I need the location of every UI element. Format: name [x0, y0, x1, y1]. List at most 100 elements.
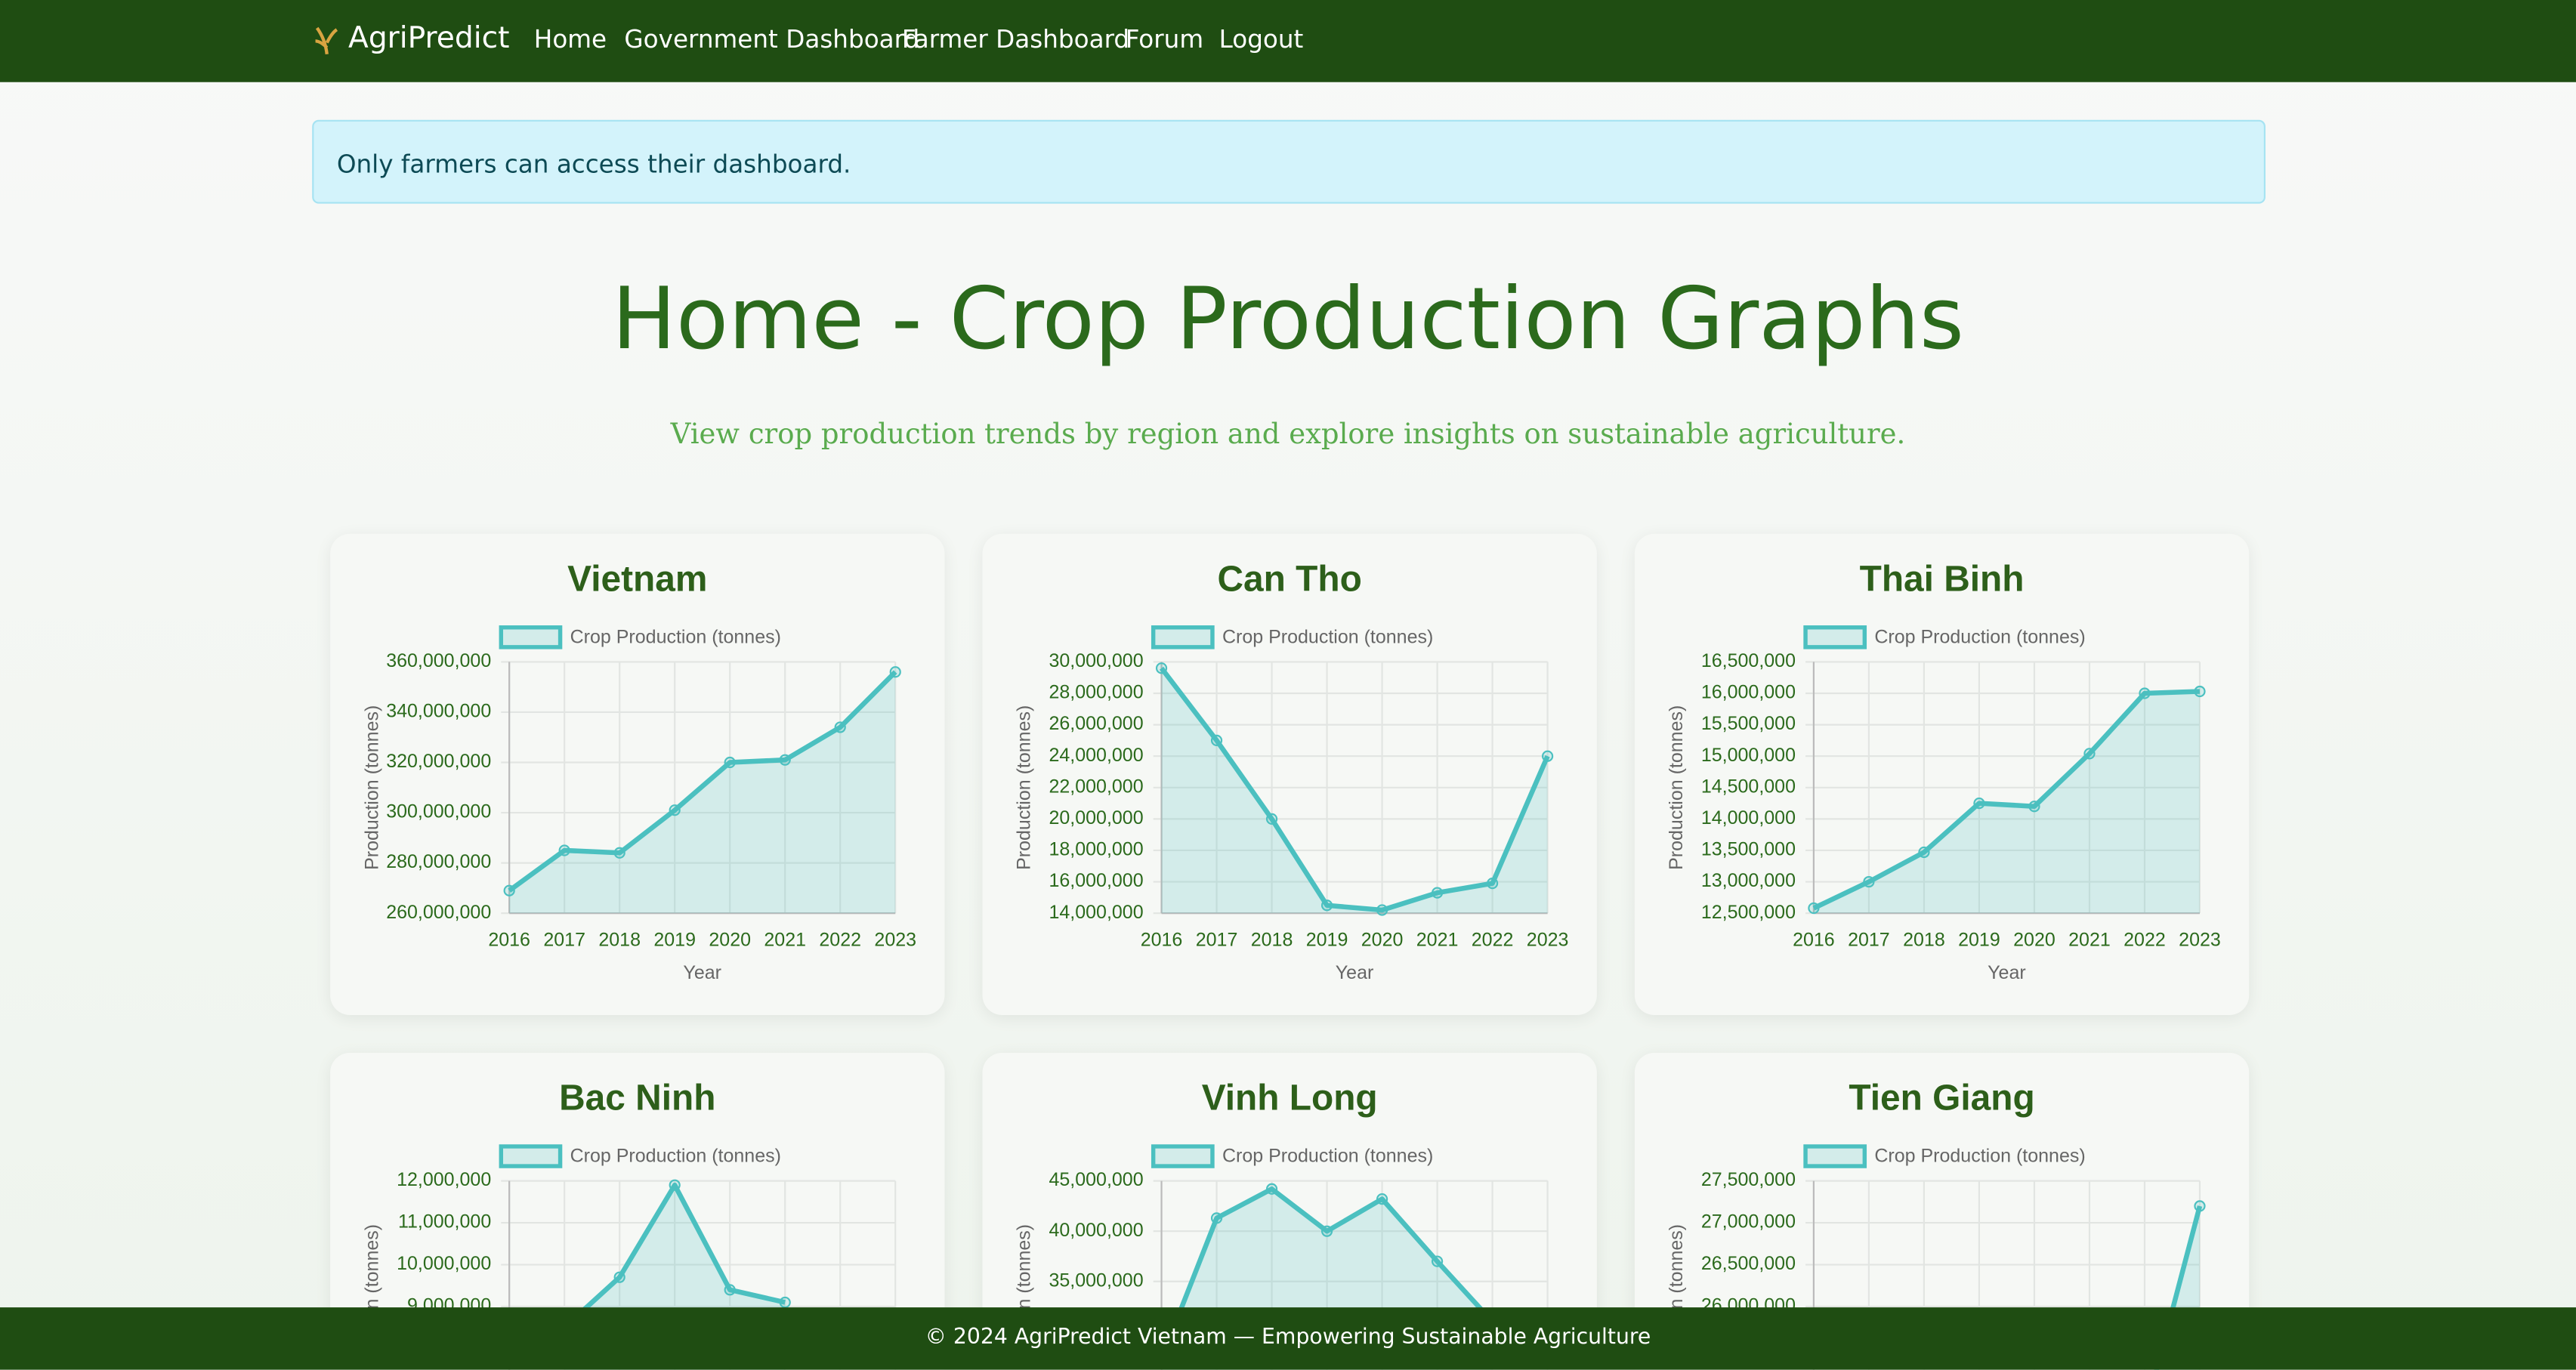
y-tick-label: 340,000,000 — [386, 701, 491, 722]
x-tick-label: 2020 — [1361, 930, 1404, 951]
legend-label: Crop Production (tonnes) — [570, 626, 781, 647]
point — [2028, 801, 2040, 813]
y-tick-label: 28,000,000 — [1049, 682, 1143, 703]
x-tick-label: 2018 — [1251, 930, 1293, 951]
x-tick-label: 2023 — [1527, 930, 1569, 951]
point — [1973, 797, 1985, 810]
y-tick-label: 320,000,000 — [386, 751, 491, 772]
x-tick-label: 2016 — [1141, 930, 1183, 951]
x-tick-label: 2022 — [819, 930, 861, 951]
point — [834, 721, 846, 733]
point — [724, 756, 736, 769]
x-tick-label: 2021 — [1416, 930, 1459, 951]
legend-label: Crop Production (tonnes) — [1222, 626, 1433, 647]
point — [613, 1271, 625, 1283]
x-axis-title: Year — [1336, 962, 1374, 983]
y-tick-label: 27,500,000 — [1701, 1169, 1796, 1190]
line — [1159, 1186, 1495, 1360]
y-tick-label: 16,500,000 — [1701, 650, 1796, 671]
point — [1541, 750, 1554, 762]
point — [1320, 899, 1333, 912]
chart-card: Thai Binh 2016 2017 2018 2019 2020 2021 2022 202… — [1634, 533, 2250, 1015]
point — [2194, 1200, 2206, 1212]
point — [1918, 846, 1930, 859]
page-subtitle: View crop production trends by region an… — [670, 418, 1906, 452]
alert: Only farmers can access their dashboard. — [312, 119, 2266, 204]
y-tick-label: 22,000,000 — [1049, 776, 1143, 797]
line — [1812, 689, 2201, 911]
legend-swatch — [1151, 1144, 1215, 1168]
point — [779, 1296, 791, 1309]
x-tick-label: 2023 — [2179, 930, 2221, 951]
nav-link[interactable]: Government Dashboard — [624, 24, 920, 54]
nav-link[interactable]: Home — [533, 24, 607, 54]
nav-link[interactable]: Logout — [1219, 24, 1304, 54]
chart-title: Bac Ninh — [559, 1078, 715, 1119]
brand-icon — [315, 26, 338, 55]
point — [779, 754, 791, 766]
chart-title: Vietnam — [567, 559, 707, 599]
point — [889, 666, 901, 678]
x-axis-title: Year — [1988, 962, 2026, 983]
y-tick-label: 14,000,000 — [1701, 807, 1796, 828]
y-tick-label: 16,000,000 — [1049, 870, 1143, 891]
y-tick-label: 16,000,000 — [1701, 682, 1796, 703]
point — [669, 804, 681, 816]
line — [562, 1182, 786, 1330]
y-tick-label: 300,000,000 — [386, 801, 491, 822]
x-tick-label: 2020 — [709, 930, 751, 951]
point — [2194, 685, 2206, 698]
x-tick-label: 2019 — [1958, 930, 2000, 951]
chart-title: Can Tho — [1218, 559, 1362, 599]
chart-title: Thai Binh — [1860, 559, 2025, 599]
line — [1159, 666, 1550, 913]
point — [1808, 902, 1820, 915]
y-tick-label: 14,000,000 — [1049, 902, 1143, 923]
y-tick-label: 18,000,000 — [1049, 839, 1143, 860]
x-tick-label: 2016 — [488, 930, 530, 951]
point — [1265, 813, 1278, 825]
area — [1813, 691, 2200, 914]
y-tick-label: 24,000,000 — [1049, 745, 1143, 766]
legend-swatch — [1803, 625, 1867, 650]
point — [724, 1284, 736, 1296]
point — [1863, 875, 1875, 888]
x-tick-label: 2017 — [1196, 930, 1238, 951]
navbar: AgriPredict Home Government Dashboard Fa… — [0, 0, 2576, 82]
x-tick-label: 2021 — [2068, 930, 2111, 951]
legend-label: Crop Production (tonnes) — [1874, 626, 2085, 647]
area — [509, 671, 896, 914]
chart: Vietnam 2016 2017 2018 2019 2020 2021 2022 2023 2… — [361, 559, 916, 983]
x-tick-label: 2016 — [1793, 930, 1835, 951]
point — [1265, 1183, 1278, 1195]
nav-link[interactable]: Forum — [1125, 24, 1204, 54]
x-tick-label: 2018 — [1903, 930, 1945, 951]
legend-swatch — [1803, 1144, 1867, 1168]
y-axis-title: Production (tonnes) — [1014, 705, 1035, 870]
x-tick-label: 2022 — [2124, 930, 2166, 951]
brand[interactable]: AgriPredict — [348, 21, 510, 56]
nav-link[interactable]: Farmer Dashboard — [901, 24, 1130, 54]
x-axis-title: Year — [683, 962, 721, 983]
chart-title: Vinh Long — [1202, 1078, 1378, 1119]
x-tick-label: 2021 — [764, 930, 806, 951]
y-tick-label: 280,000,000 — [386, 851, 491, 872]
legend-swatch — [499, 1144, 563, 1168]
chart: Can Tho 2016 2017 2018 2019 2020 2021 2022 2023 1… — [1014, 559, 1569, 983]
y-tick-label: 30,000,000 — [1049, 650, 1143, 671]
y-tick-label: 35,000,000 — [1049, 1270, 1143, 1291]
y-tick-label: 45,000,000 — [1049, 1169, 1143, 1190]
area — [1161, 668, 1548, 914]
y-tick-label: 11,000,000 — [398, 1211, 491, 1233]
point — [1376, 1193, 1388, 1205]
legend-label: Crop Production (tonnes) — [570, 1146, 781, 1167]
y-tick-label: 15,500,000 — [1701, 713, 1796, 734]
y-tick-label: 13,000,000 — [1701, 870, 1796, 891]
point — [1155, 662, 1168, 674]
x-tick-label: 2019 — [1306, 930, 1348, 951]
y-tick-label: 27,000,000 — [1701, 1211, 1796, 1233]
chart: Thai Binh 2016 2017 2018 2019 2020 2021 2022 202… — [1666, 559, 2221, 983]
y-tick-label: 13,500,000 — [1701, 839, 1796, 860]
point — [1486, 878, 1499, 890]
x-tick-label: 2020 — [2013, 930, 2056, 951]
